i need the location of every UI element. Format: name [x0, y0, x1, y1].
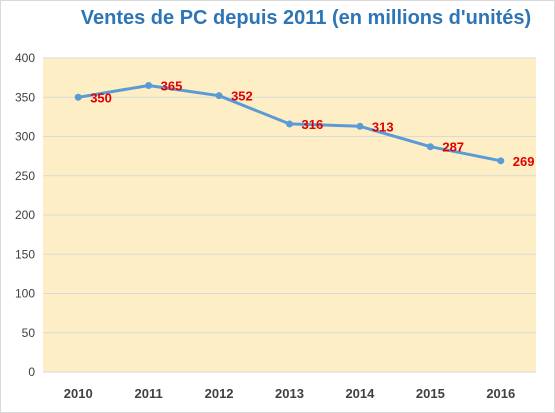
data-point — [215, 92, 223, 100]
data-label: 313 — [372, 119, 394, 134]
y-tick-label: 250 — [15, 169, 35, 183]
data-point — [426, 143, 434, 151]
data-label: 269 — [513, 154, 535, 169]
x-tick-label: 2015 — [416, 386, 445, 401]
y-tick-label: 200 — [15, 208, 35, 222]
y-tick-label: 300 — [15, 130, 35, 144]
x-tick-label: 2014 — [345, 386, 375, 401]
data-label: 365 — [161, 78, 183, 93]
data-point — [74, 93, 82, 101]
data-point — [497, 157, 505, 165]
data-label: 352 — [231, 89, 253, 104]
x-tick-label: 2013 — [275, 386, 304, 401]
chart-title: Ventes de PC depuis 2011 (en millions d'… — [80, 7, 532, 29]
y-tick-label: 400 — [15, 51, 35, 65]
x-tick-label: 2012 — [205, 386, 234, 401]
x-tick-label: 2011 — [135, 386, 163, 401]
y-tick-label: 150 — [15, 247, 35, 261]
x-tick-label: 2016 — [486, 386, 515, 401]
series-layer — [74, 81, 505, 165]
x-tick-label: 2010 — [64, 386, 93, 401]
y-axis-ticks: 0 50 100 150 200 250 300 350 400 — [15, 51, 35, 379]
y-tick-label: 0 — [28, 365, 35, 379]
y-tick-label: 350 — [15, 90, 35, 104]
data-point — [145, 81, 153, 89]
data-label: 350 — [90, 90, 112, 105]
gridlines — [43, 57, 536, 373]
x-axis-ticks: 2010 2011 2012 2013 2014 2015 2016 — [64, 386, 515, 401]
data-point — [286, 120, 293, 128]
data-label: 287 — [442, 140, 464, 155]
data-label: 316 — [302, 117, 324, 132]
y-tick-label: 50 — [22, 326, 36, 340]
data-labels: 350 365 352 316 313 287 269 — [90, 78, 534, 168]
y-tick-label: 100 — [15, 287, 35, 301]
data-point — [356, 122, 364, 130]
